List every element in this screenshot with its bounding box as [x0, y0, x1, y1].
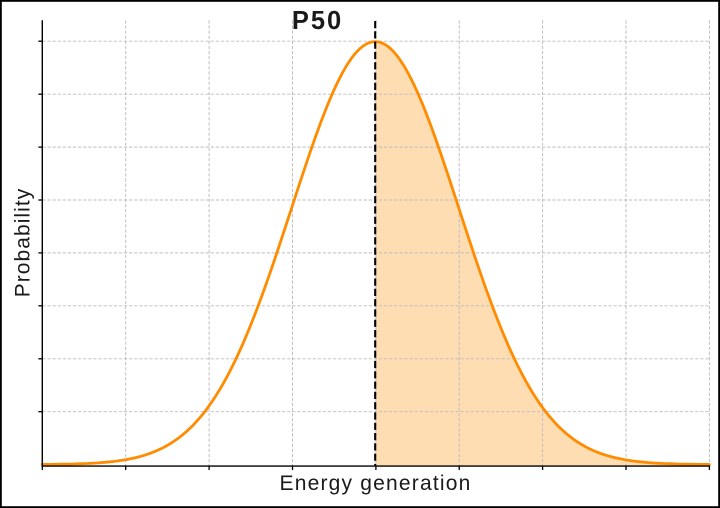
svg-text:Energy generation: Energy generation: [279, 472, 471, 495]
svg-text:P50: P50: [292, 7, 343, 35]
svg-text:Probability: Probability: [11, 188, 34, 298]
